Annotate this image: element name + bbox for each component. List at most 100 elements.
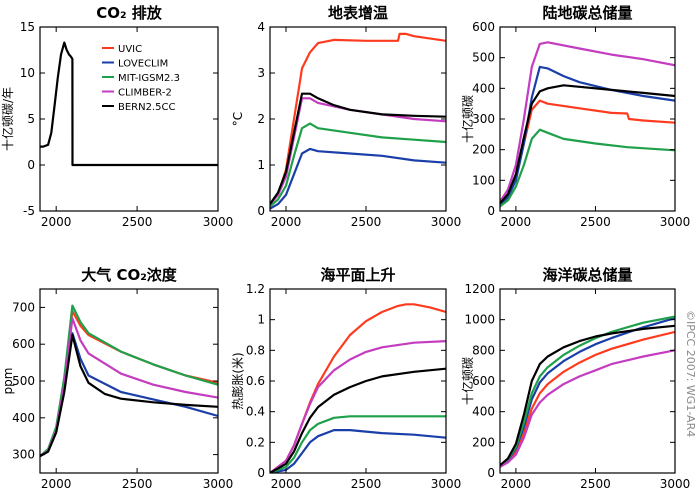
y-axis-label: 热膨胀(米) [231,352,245,409]
ipcc-credit: ©IPCC 2007: WG1-AR4 [684,310,697,437]
y-tick-label: 15 [20,20,35,34]
series-line-loveclim [500,317,675,467]
series-line-uvic [500,99,675,205]
y-tick-label: 600 [472,374,495,388]
legend-label-loveclim: LOVECLIM [118,59,168,70]
y-tick-label: 0 [27,158,35,172]
y-tick-label: 200 [472,435,495,449]
series-group [500,315,675,468]
series-line-mit-igsm2.3 [500,128,675,208]
y-tick-label: 1000 [464,313,495,327]
panel-2: 地表增温 °C 2000 2500 3000 0 1 2 3 4 [231,4,461,229]
series-group [40,304,218,458]
legend-label-uvic: UVIC [118,44,142,55]
y-axis-label: 十亿顿碳 [460,95,475,143]
y-tick-label: 200 [472,143,495,157]
y-tick-label: 500 [472,51,495,65]
y-tick-label: 700 [12,300,35,314]
y-tick-label: 800 [472,343,495,357]
y-tick-label: 0 [257,204,265,218]
x-tick-label: 3000 [203,477,234,489]
panel-title: CO₂ 排放 [96,4,163,22]
x-tick-label: 2000 [271,215,302,229]
series-line-climber-2 [500,41,675,203]
x-tick-label: 3000 [431,477,462,489]
y-tick-label: 600 [472,20,495,34]
series-line-mit-igsm2.3 [270,122,446,208]
x-tick-label: 2000 [41,477,72,489]
panel-title: 海洋碳总储量 [542,266,632,284]
x-tick-label: 2500 [122,477,153,489]
x-tick-label: 2500 [351,477,382,489]
x-tick-label: 2000 [501,477,532,489]
y-tick-label: 300 [472,112,495,126]
series-line-bern2.5cc [270,92,446,205]
x-tick-label: 2000 [271,477,302,489]
y-tick-label: 0.8 [246,343,265,357]
series-line-climber-2 [500,349,675,468]
y-tick-label: 1200 [464,282,495,296]
panel-title: 陆地碳总储量 [542,4,632,22]
series-line-bern2.5cc [500,84,675,205]
y-axis-label: °C [231,112,245,126]
y-tick-label: 400 [12,411,35,425]
y-tick-label: 1 [257,158,265,172]
y-tick-label: 400 [472,405,495,419]
series-line-loveclim [270,429,446,473]
y-tick-label: 0.6 [246,374,265,388]
y-axis-label: 十亿顿碳/年 [0,87,15,151]
y-tick-label: 0.4 [246,405,265,419]
series-line-climber-2 [270,340,446,473]
series-group [40,41,218,167]
series-line-mit-igsm2.3 [40,304,218,457]
x-tick-label: 2500 [580,215,611,229]
legend-label-bern2.5cc: BERN2.5CC [118,102,175,113]
x-tick-label: 3000 [660,477,691,489]
y-axis-label: ppm [1,368,15,395]
x-tick-label: 2000 [501,215,532,229]
series-line-climber-2 [40,317,218,458]
y-tick-label: 10 [20,66,35,80]
y-tick-label: 5 [27,112,35,126]
y-tick-label: 600 [12,337,35,351]
y-tick-label: -5 [23,204,35,218]
y-tick-label: 300 [12,448,35,462]
y-tick-label: 0 [487,204,495,218]
series-line-bern2.5cc [40,333,218,458]
y-tick-label: 2 [257,112,265,126]
y-tick-label: 0.2 [246,435,265,449]
series-group [500,41,675,208]
series-line-mit-igsm2.3 [500,315,675,467]
y-tick-label: 100 [472,173,495,187]
x-tick-label: 2000 [41,215,72,229]
x-tick-label: 3000 [431,215,462,229]
series-line-bern2.5cc [40,41,218,167]
series-line-loveclim [270,147,446,210]
series-line-uvic [40,310,218,457]
y-tick-label: 0 [487,466,495,480]
series-group [270,303,446,473]
x-tick-label: 2500 [351,215,382,229]
y-tick-label: 3 [257,66,265,80]
x-tick-label: 2500 [122,215,153,229]
panel-title: 海平面上升 [320,266,395,284]
panel-title: 地表增温 [328,4,388,22]
series-line-uvic [500,330,675,467]
axes-frame [499,288,676,474]
x-tick-label: 3000 [660,215,691,229]
x-tick-label: 2500 [580,477,611,489]
y-tick-label: 1 [257,313,265,327]
y-tick-label: 0 [257,466,265,480]
y-axis-label: 十亿顿碳 [460,357,475,405]
x-tick-label: 3000 [203,215,234,229]
series-group [270,32,446,210]
series-line-mit-igsm2.3 [270,415,446,473]
y-tick-label: 4 [257,20,265,34]
axes-frame [499,26,676,212]
series-line-bern2.5cc [270,367,446,473]
y-tick-label: 1.2 [246,282,265,296]
